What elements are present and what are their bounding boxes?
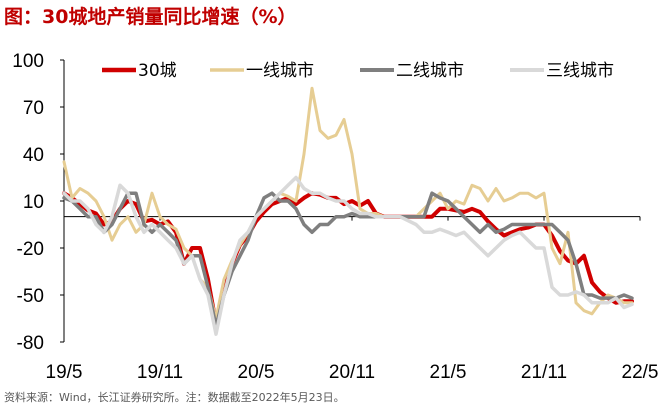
series-line-4 [62,175,634,336]
y-tick-label: 40 [23,145,44,166]
x-tick-label: 19/5 [46,362,83,383]
legend-label-3: 二线城市 [396,61,464,81]
legend-label-2: 一线城市 [246,61,314,81]
x-tick-label: 21/11 [521,362,567,383]
chart-title: 图：30城地产销量同比增速（%） [4,6,297,28]
y-tick-label: 10 [23,192,44,213]
x-tick-label: 19/11 [137,362,183,383]
series-line-2 [62,86,634,320]
legend-label-1: 30城 [138,61,177,81]
x-tick-label: 22/5 [622,362,659,383]
y-tick-label: -50 [17,286,44,307]
x-tick-label: 20/11 [329,362,375,383]
y-tick-label: -20 [17,239,44,260]
chart-legend: 30城 一线城市 二线城市 三线城市 [102,61,614,81]
chart-series [62,86,634,336]
x-tick-label: 20/5 [238,362,275,383]
y-tick-label: 70 [23,98,44,119]
y-tick-label: 100 [12,51,44,72]
source-note: 资料来源：Wind，长江证券研究所。注：数据截至2022年5月23日。 [4,391,345,404]
legend-label-4: 三线城市 [546,61,614,81]
x-tick-label: 21/5 [430,362,467,383]
chart-axes: -80 -50 -20 10 40 70 100 19/5 19/11 20/5 20/11 21/5… [12,51,658,383]
y-tick-label: -80 [17,333,44,354]
